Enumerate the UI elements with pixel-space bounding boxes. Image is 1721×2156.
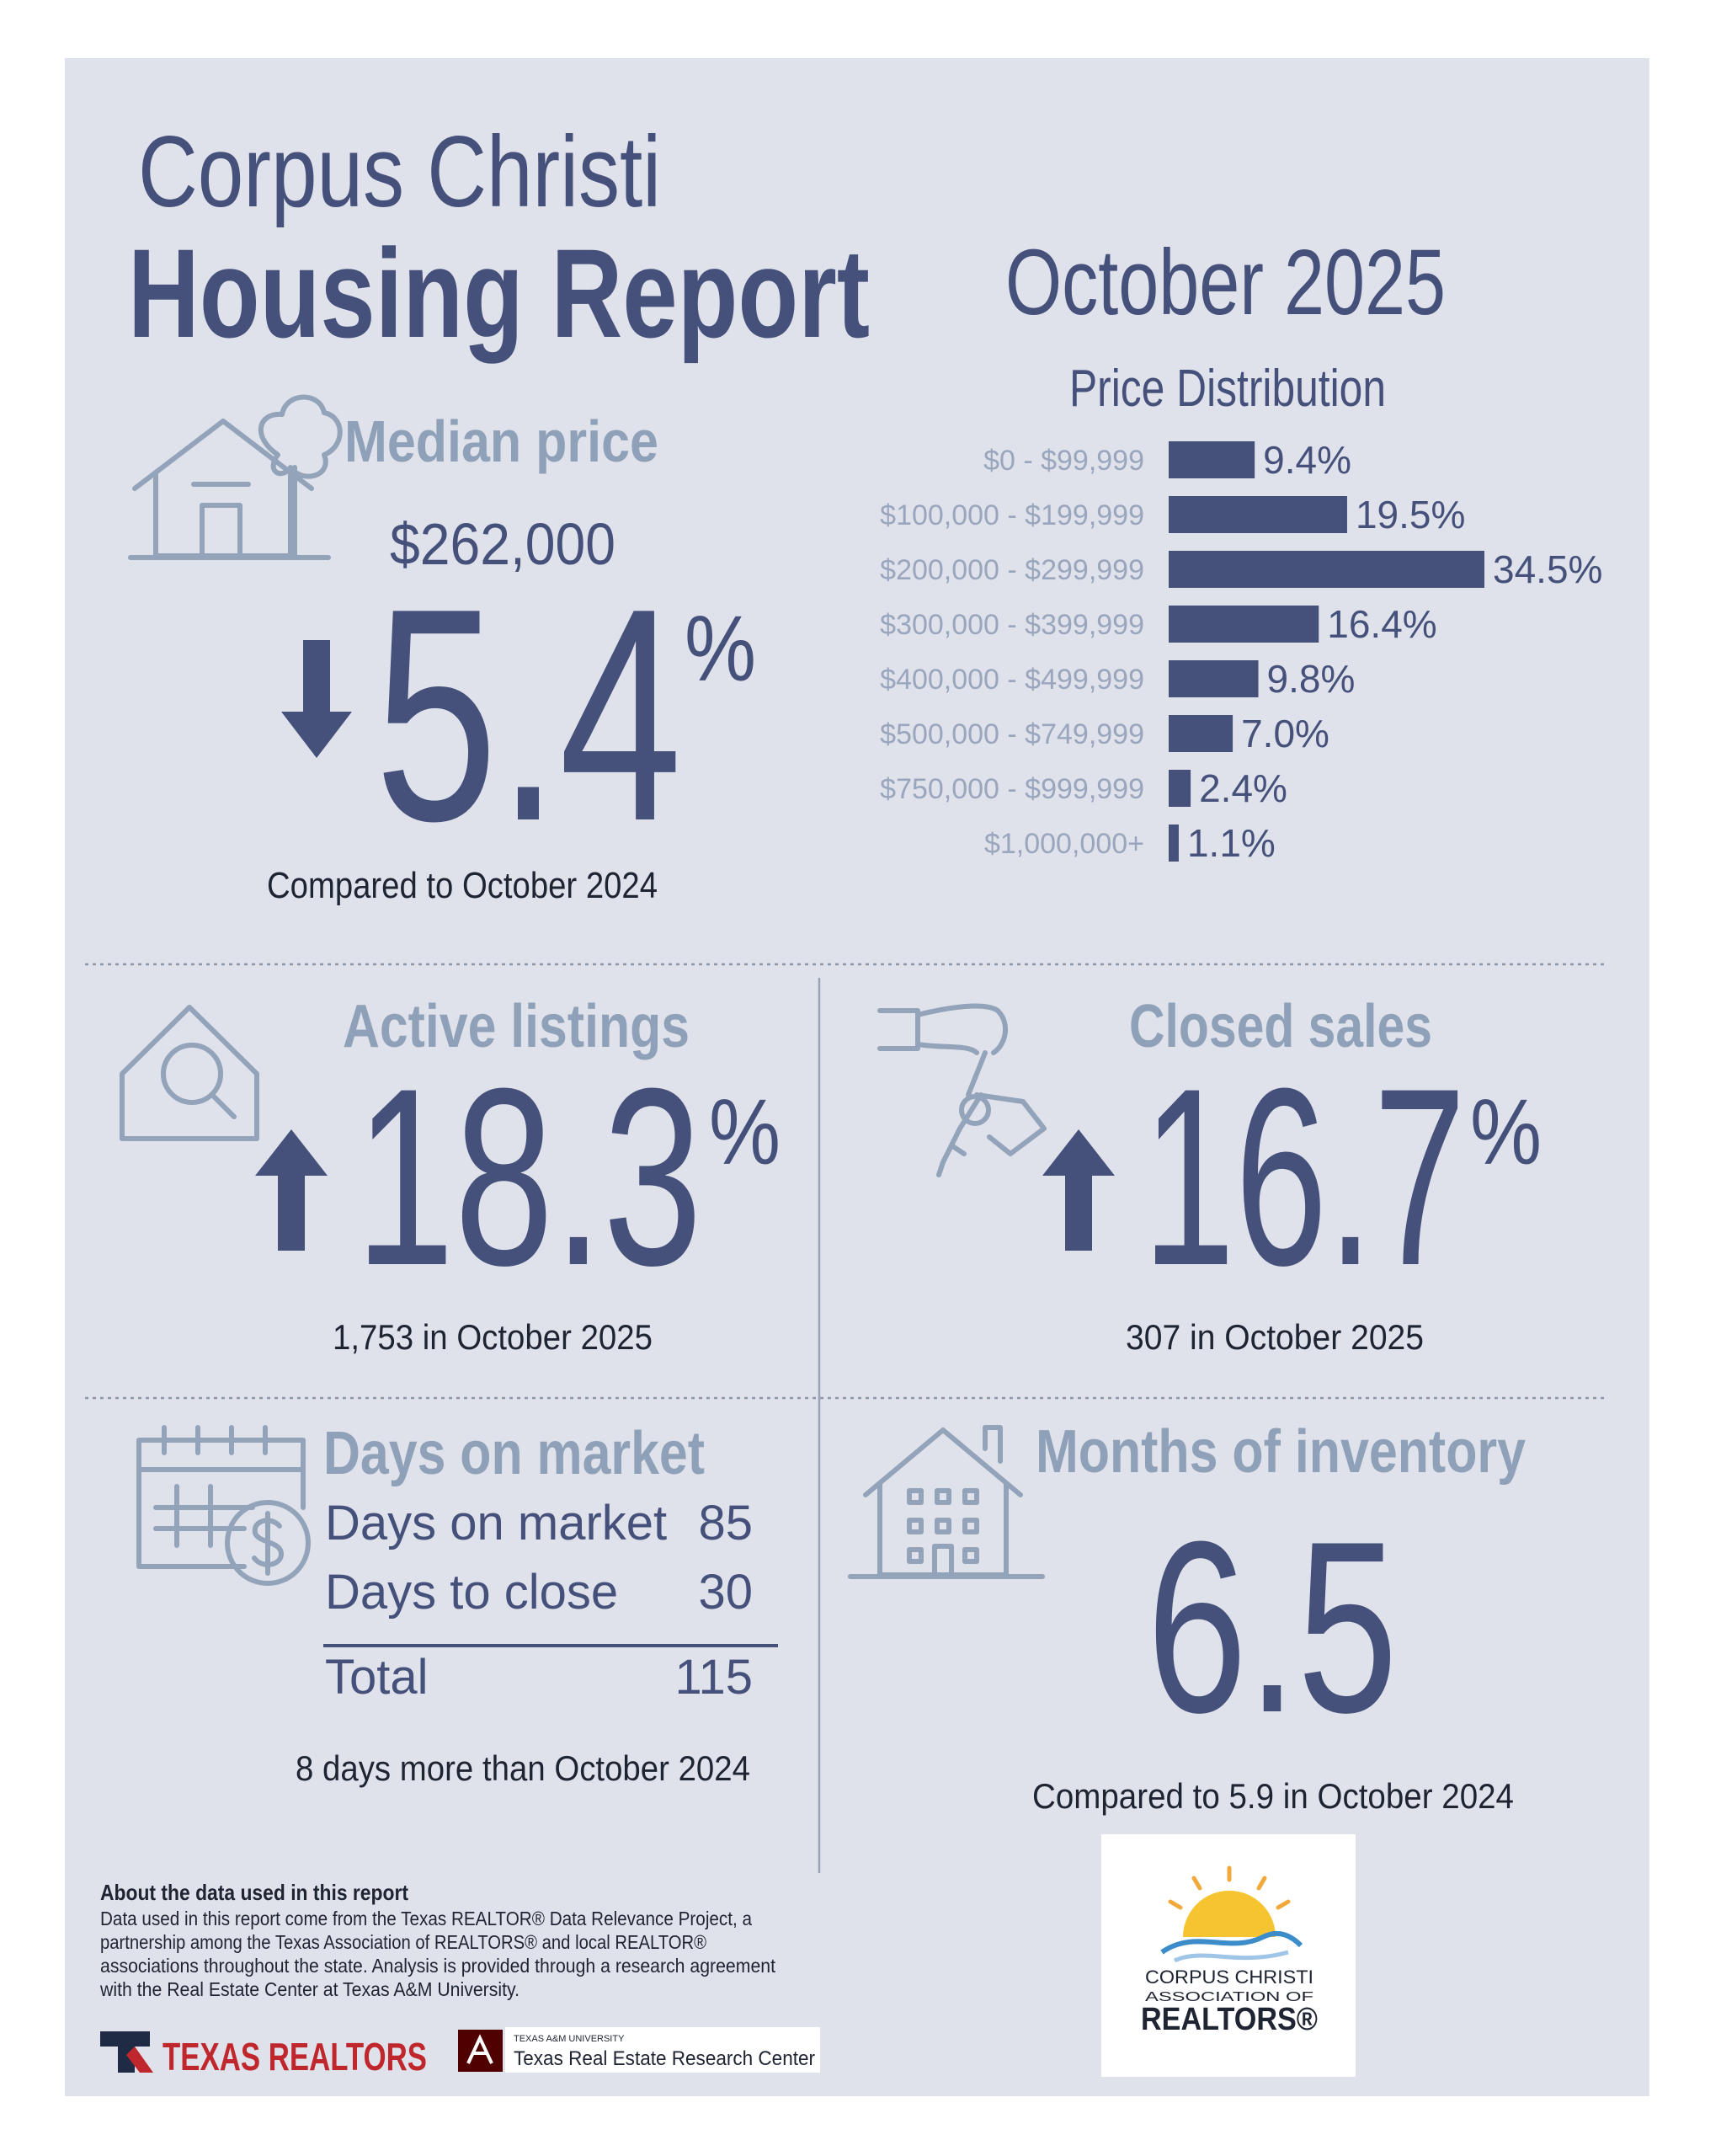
bar bbox=[1169, 825, 1179, 862]
about-line: Data used in this report come from the T… bbox=[100, 1908, 752, 1929]
up-arrow bbox=[1042, 1129, 1115, 1251]
bar bbox=[1169, 441, 1255, 478]
ccar-line: ASSOCIATION OF bbox=[1145, 1990, 1313, 2004]
city: Corpus Christi bbox=[138, 115, 661, 228]
category-label: $300,000 - $399,999 bbox=[880, 609, 1144, 641]
report-title: Housing Report bbox=[128, 222, 870, 364]
category-label: $750,000 - $999,999 bbox=[880, 773, 1144, 805]
row-value: 85 bbox=[698, 1496, 753, 1550]
panel bbox=[65, 58, 1649, 2096]
hand-keys-icon bbox=[877, 1003, 1047, 1177]
active-listings-note: 1,753 in October 2025 bbox=[333, 1317, 653, 1357]
tamu-logo: TEXAS A&M UNIVERSITY Texas Real Estate R… bbox=[458, 2027, 820, 2073]
closed-sales-change: 16.7 bbox=[1143, 1035, 1466, 1318]
median-price-note: Compared to October 2024 bbox=[267, 865, 658, 906]
row-label: Days to close bbox=[325, 1565, 618, 1620]
category-label: $500,000 - $749,999 bbox=[880, 718, 1144, 750]
ccar-line: CORPUS CHRISTI bbox=[1145, 1967, 1313, 1988]
building-icon bbox=[848, 1425, 1045, 1579]
calendar-dollar-icon bbox=[136, 1425, 311, 1586]
about-line: associations throughout the state. Analy… bbox=[100, 1955, 776, 1977]
tamu-center: Texas Real Estate Research Center bbox=[514, 2047, 815, 2070]
days-on-market-title: Days on market bbox=[323, 1420, 705, 1487]
median-price-title: Median price bbox=[344, 408, 658, 474]
bar bbox=[1169, 715, 1233, 752]
row-value: 115 bbox=[675, 1650, 753, 1705]
texas-realtors: TEXAS REALTORS bbox=[163, 2035, 427, 2079]
category-label: $1,000,000+ bbox=[984, 828, 1144, 860]
up-arrow bbox=[255, 1129, 328, 1251]
percent-sign: % bbox=[685, 597, 756, 701]
category-label: $200,000 - $299,999 bbox=[880, 554, 1144, 586]
percent-sign: % bbox=[709, 1081, 781, 1184]
category-label: $0 - $99,999 bbox=[983, 445, 1144, 477]
chart-title: Price Distribution bbox=[1069, 360, 1386, 418]
category-label: $400,000 - $499,999 bbox=[880, 664, 1144, 696]
row-value: 30 bbox=[698, 1565, 753, 1620]
about-line: partnership among the Texas Association … bbox=[100, 1931, 706, 1953]
value-label: 9.4% bbox=[1263, 438, 1351, 482]
bar bbox=[1169, 606, 1319, 643]
row-label: Total bbox=[325, 1650, 429, 1705]
value-label: 19.5% bbox=[1356, 493, 1465, 536]
active-listings-change: 18.3 bbox=[355, 1035, 702, 1318]
value-label: 9.8% bbox=[1267, 657, 1356, 701]
texas-realtors-logo: TEXAS REALTORS bbox=[100, 2031, 427, 2079]
bar bbox=[1169, 551, 1484, 588]
row-label: Days on market bbox=[325, 1496, 667, 1550]
ccar-line: REALTORS® bbox=[1141, 2002, 1318, 2037]
percent-sign: % bbox=[1470, 1081, 1542, 1184]
months-of-inventory-title: Months of inventory bbox=[1036, 1418, 1526, 1486]
tamu-small: TEXAS A&M UNIVERSITY bbox=[514, 2034, 625, 2044]
house-tree-icon bbox=[128, 394, 343, 560]
median-price-value: $262,000 bbox=[390, 511, 615, 577]
bar bbox=[1169, 770, 1191, 807]
price-distribution-chart: $0 - $99,999 9.4% $100,000 - $199,999 19.5%… bbox=[880, 438, 1602, 865]
value-label: 2.4% bbox=[1199, 766, 1287, 810]
median-price-change: 5.4 bbox=[375, 546, 682, 884]
about-title: About the data used in this report bbox=[100, 1880, 408, 1905]
period: October 2025 bbox=[1005, 231, 1446, 334]
bar bbox=[1169, 496, 1347, 533]
months-of-inventory-value: 6.5 bbox=[1147, 1491, 1398, 1764]
ccar-logo: CORPUS CHRISTI ASSOCIATION OF REALTORS® bbox=[1101, 1834, 1356, 2077]
value-label: 7.0% bbox=[1241, 712, 1329, 755]
house-search-icon bbox=[120, 1005, 259, 1141]
value-label: 1.1% bbox=[1187, 821, 1276, 865]
days-on-market-note: 8 days more than October 2024 bbox=[296, 1748, 750, 1788]
value-label: 34.5% bbox=[1493, 547, 1602, 591]
category-label: $100,000 - $199,999 bbox=[880, 499, 1144, 531]
down-arrow bbox=[281, 640, 352, 758]
bar bbox=[1169, 660, 1259, 697]
closed-sales-note: 307 in October 2025 bbox=[1126, 1317, 1424, 1357]
months-of-inventory-note: Compared to 5.9 in October 2024 bbox=[1032, 1776, 1514, 1816]
closed-sales-title: Closed sales bbox=[1129, 993, 1432, 1060]
value-label: 16.4% bbox=[1327, 602, 1436, 646]
active-listings-title: Active listings bbox=[343, 993, 690, 1060]
about-line: with the Real Estate Center at Texas A&M… bbox=[99, 1978, 519, 2000]
